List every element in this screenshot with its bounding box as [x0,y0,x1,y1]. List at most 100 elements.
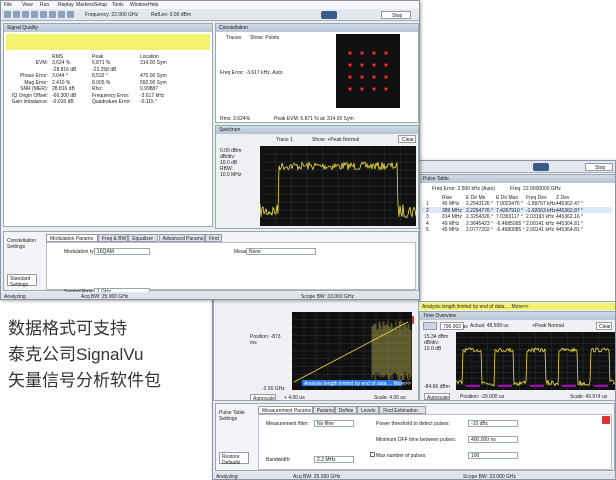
autoscale-button[interactable]: Autoscale [250,394,276,402]
constellation-dot [384,51,388,55]
field-label: Modulation type: [64,249,101,255]
position: Position: -29.000 us [460,394,505,400]
show-label[interactable]: Show: +Peak Normal [312,137,360,143]
standard-label: Standard Settings [10,276,31,288]
autoscale-label: Autoscale [253,395,275,402]
field-input[interactable]: 16QAM [94,248,150,255]
menu-item[interactable]: File [4,2,13,8]
menu-item[interactable]: Run [40,2,50,8]
tab[interactable]: Levels [357,406,380,414]
control-box[interactable]: 796.002 us [440,322,468,330]
trace-label[interactable]: Trace 1 [276,137,293,143]
tab[interactable]: Modulation Params [46,234,98,242]
table-cell: Frequency Error: [92,92,130,99]
autoscale-label: Autoscale [427,394,449,401]
restore-button[interactable]: Restore Defaults [219,452,249,466]
table-cell: 2.00141 kHz [526,227,555,233]
tab[interactable]: Advanced Params [158,234,205,242]
autoscale-button[interactable]: Autoscale [424,393,450,401]
status-item: Analyzing [216,474,238,480]
field-input[interactable]: No filter [314,420,354,427]
run-label: Stop [595,165,606,171]
constellation-dot [384,63,388,67]
field-input[interactable]: 100 [468,452,518,459]
tab-label: Modulation Params [50,236,94,242]
tab[interactable]: Find [205,234,222,242]
tool-icon[interactable] [49,11,56,18]
standard-button[interactable]: Standard Settings [7,274,37,288]
tool-icon[interactable] [4,11,11,18]
field-input[interactable]: 2.2 MHz [314,456,354,463]
column-header: E Dir Mn [466,195,486,201]
constellation-dot [360,51,364,55]
constellation-dot [348,87,352,91]
menu-item[interactable]: Markers [76,2,95,8]
field-value: 400.000 ns [471,437,496,443]
table-cell: 2.2254776 ° [466,207,494,214]
message: Analysis length limited by end of data .… [422,304,529,310]
control-box[interactable]: Clear [596,322,612,330]
run-button[interactable]: Stop [585,163,613,171]
tab[interactable]: Define [334,406,357,414]
close-button[interactable] [602,416,610,424]
menu-item[interactable]: Setup [94,2,108,8]
table-cell: 7.0393117 ° [496,214,523,220]
control-label: 796.002 us [443,324,468,330]
column-header: Freq Dev [526,195,547,201]
column-header: E Dir Max [496,195,518,201]
field-input[interactable]: -10 dBc [468,420,518,427]
tool-icon[interactable] [31,11,38,18]
frequency: Freq: 22.0000000 GHz [510,186,561,192]
tab[interactable]: Measurement Params [258,406,313,414]
table-cell: -0.115 ° [140,99,158,105]
menu-item[interactable]: Tools [112,2,124,8]
panel-title: Spectrum [219,127,241,133]
field-input[interactable]: None [246,248,316,255]
pulse-trace-panel: Time Overview 796.002 us Actual: 48.599 us… [419,311,615,401]
spectrum-trace [260,146,416,226]
tab[interactable]: Freq & BW [97,234,129,242]
panel-title: Pulse Table [423,176,449,182]
constellation-dot [372,63,376,67]
tab-label: Params [316,408,334,414]
tab[interactable]: Find Estimation [379,406,426,414]
field-label: Power threshold to detect pulses: [376,421,450,427]
tool-icon[interactable] [58,11,65,18]
constellation-dot [360,63,364,67]
settings-label: Constellation Settings [7,238,36,250]
control-label[interactable]: Actual: 48.599 us [470,323,509,329]
plot-message: Analysis length limited by end of data .… [302,380,411,387]
column-header: Rise [442,195,453,201]
table-cell: -28.816 dB [52,66,77,73]
menu-item[interactable]: Replay [58,2,74,8]
table-cell: 45 MHz [442,201,460,207]
table-cell: 314.00 Sym [140,60,167,66]
tab[interactable]: Params [312,406,335,414]
menu-item[interactable]: Window [130,2,148,8]
show-label[interactable]: Show: Points [250,35,280,41]
tool-icon[interactable] [13,11,20,18]
field-input[interactable]: 400.000 ns [468,436,518,443]
table-cell: 2.03193 kHz [526,214,555,220]
offset: + 4.00 us [284,395,305,401]
traces-label[interactable]: Traces [226,35,242,41]
menu-item[interactable]: View [22,2,33,8]
tab-label: Define [338,408,354,414]
preset-button[interactable] [533,163,549,171]
tab[interactable]: Equalizer [128,234,159,242]
field-value: No filter [317,421,335,427]
menu-item[interactable]: Help [148,2,159,8]
column-header: Z Dev [556,195,570,201]
tool-icon[interactable] [40,11,47,18]
table-cell: 49 MHz [442,220,460,227]
table-cell: SNR (MER): [20,86,48,92]
run-button[interactable]: Stop [381,11,411,19]
clear-button[interactable]: Clear [398,135,416,143]
tool-icon[interactable] [67,11,74,18]
field-label: Bandwidth: [266,457,291,463]
preset-button[interactable] [321,11,337,19]
control-label[interactable]: +Peak Normal [532,323,564,329]
tool-icon[interactable] [22,11,29,18]
mode-button[interactable] [423,322,437,330]
checkbox[interactable] [370,452,375,457]
